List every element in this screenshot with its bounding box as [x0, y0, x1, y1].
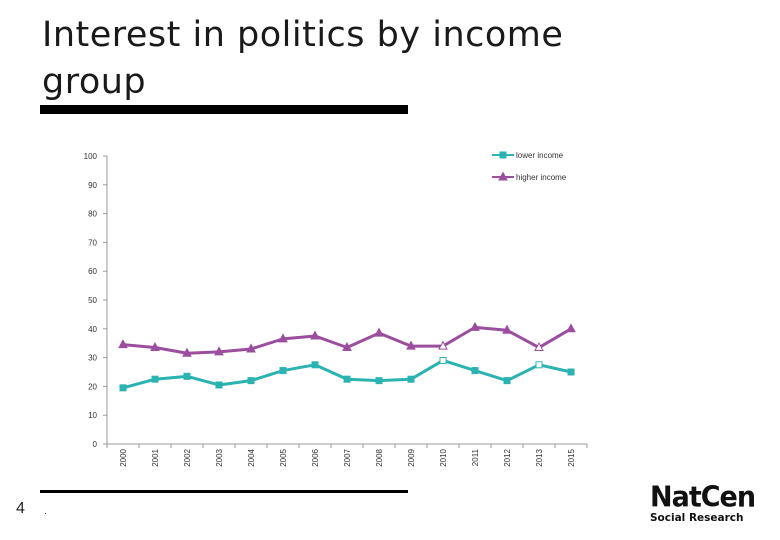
- y-tick-label: 10: [88, 411, 97, 420]
- x-tick-label: 2005: [279, 448, 288, 466]
- data-point-higher-income: [278, 333, 288, 343]
- legend-item-higher-income: higher income: [492, 171, 567, 182]
- y-tick-label: 40: [88, 325, 97, 334]
- x-axis: 2000 2001 2002 2003 2004 2005 2006 2007 2008 2009…: [106, 443, 588, 467]
- data-point-lower-income: [503, 377, 511, 385]
- data-point-higher-income: [438, 340, 448, 350]
- y-tick-label: 0: [93, 440, 98, 449]
- series-higher-income: [118, 321, 576, 357]
- data-point-higher-income: [406, 340, 416, 350]
- data-point-lower-income: [375, 377, 383, 385]
- data-point-lower-income: [567, 368, 575, 376]
- data-point-higher-income: [342, 341, 352, 352]
- x-tick-label: 2003: [215, 448, 224, 466]
- legend-swatch-marker: [499, 151, 507, 159]
- footer-rule: [40, 490, 408, 493]
- data-point-lower-income: [535, 361, 543, 369]
- legend-swatch-marker: [498, 171, 508, 181]
- data-point-higher-income: [118, 339, 128, 349]
- data-point-lower-income: [439, 356, 447, 364]
- data-point-higher-income: [470, 321, 480, 331]
- y-tick-label: 60: [88, 267, 97, 276]
- x-tick-label: 2001: [151, 448, 160, 466]
- data-point-lower-income: [343, 375, 351, 383]
- natcen-logo: NatCen Social Research: [650, 481, 760, 524]
- data-point-higher-income: [214, 346, 224, 356]
- data-point-lower-income: [279, 367, 287, 375]
- logo-sub-text: Social Research: [650, 512, 744, 524]
- logo-main-text: NatCen: [650, 481, 756, 514]
- series-layer: [118, 321, 576, 392]
- data-point-higher-income: [566, 323, 576, 333]
- page-number: 4: [16, 500, 25, 517]
- data-point-lower-income: [407, 375, 415, 383]
- footer-mark: .: [44, 506, 47, 517]
- x-tick-label: 2006: [311, 448, 320, 466]
- series-lower-income: [119, 356, 575, 392]
- legend: lower income higher income: [492, 151, 567, 182]
- legend-item-lower-income: lower income: [492, 151, 564, 160]
- x-tick-label: 2009: [407, 448, 416, 466]
- x-tick-label: 2002: [183, 448, 192, 466]
- x-tick-label: 2008: [375, 448, 384, 466]
- data-point-lower-income: [311, 361, 319, 369]
- data-point-lower-income: [183, 372, 191, 380]
- legend-label: higher income: [516, 173, 567, 182]
- y-tick-label: 30: [88, 354, 97, 363]
- data-point-higher-income: [246, 343, 256, 353]
- slide-title: Interest in politics by income group: [42, 15, 564, 102]
- data-point-lower-income: [151, 375, 159, 383]
- data-point-lower-income: [215, 381, 223, 389]
- data-point-higher-income: [374, 327, 384, 337]
- y-tick-label: 50: [88, 296, 97, 305]
- y-tick-label: 90: [88, 181, 97, 190]
- y-tick-label: 100: [84, 152, 98, 161]
- x-tick-label: 2000: [119, 448, 128, 466]
- data-point-lower-income: [119, 384, 127, 392]
- x-tick-label: 2013: [535, 448, 544, 466]
- x-tick-label: 2007: [343, 448, 352, 466]
- y-tick-label: 80: [88, 210, 97, 219]
- y-axis: 0 10 20 30 40 50 60 70 80 90 100: [84, 152, 108, 449]
- legend-label: lower income: [516, 151, 564, 160]
- y-tick-label: 20: [88, 382, 97, 391]
- x-tick-label: 2011: [471, 448, 480, 466]
- data-point-lower-income: [247, 377, 255, 385]
- data-point-higher-income: [150, 341, 160, 352]
- x-tick-label: 2004: [247, 448, 256, 466]
- data-point-higher-income: [182, 347, 192, 357]
- x-tick-label: 2015: [567, 448, 576, 466]
- data-point-higher-income: [310, 330, 320, 340]
- data-point-higher-income: [534, 341, 544, 352]
- data-point-lower-income: [471, 367, 479, 375]
- title-underline: [40, 105, 408, 114]
- y-tick-label: 70: [88, 238, 97, 247]
- x-tick-label: 2012: [503, 448, 512, 466]
- data-point-higher-income: [502, 324, 512, 334]
- x-tick-label: 2010: [439, 448, 448, 466]
